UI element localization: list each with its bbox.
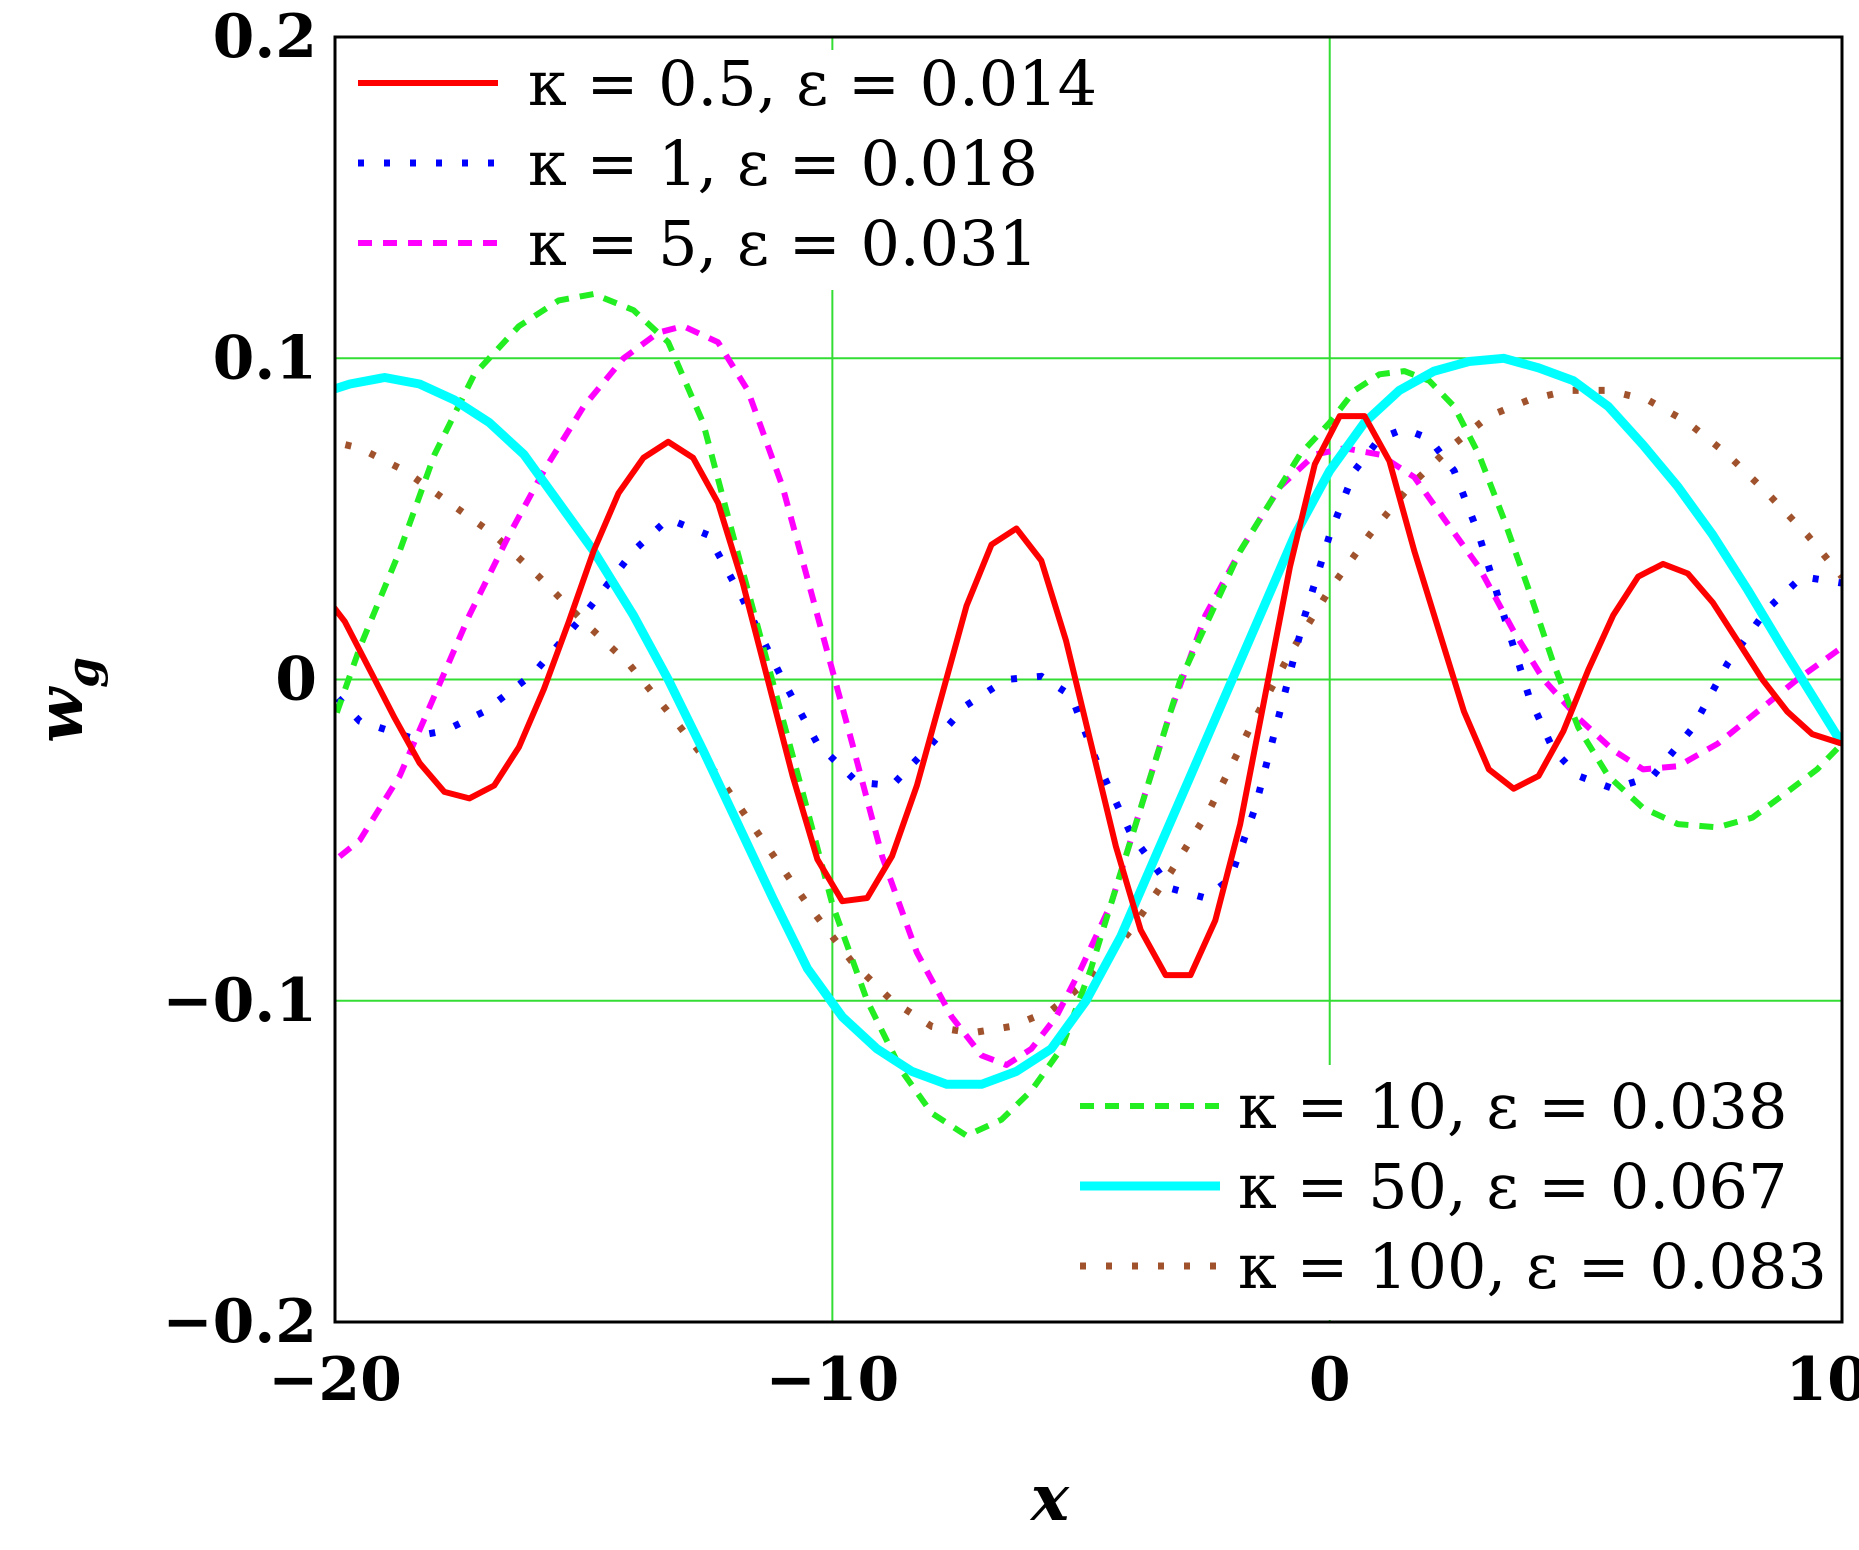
series-line-1 [335, 413, 1842, 979]
legend-bottom-right-background [1065, 1065, 1840, 1320]
y-tick-labels: 0.2 0.1 0 −0.1 −0.2 [162, 2, 317, 1357]
plot-frame [333, 35, 1844, 1324]
y-tick-label: 0 [275, 645, 317, 715]
x-tick-label: 0 [1309, 1345, 1351, 1415]
y-axis-label-main: w [23, 686, 98, 743]
x-tick-labels: −20 −10 0 10 [268, 1345, 1859, 1415]
legend-label: κ = 0.5, ε = 0.014 [528, 47, 1097, 120]
legend-label: κ = 5, ε = 0.031 [528, 207, 1038, 280]
legend-label: κ = 10, ε = 0.038 [1238, 1070, 1787, 1143]
legend-label: κ = 1, ε = 0.018 [528, 127, 1038, 200]
legend-label: κ = 50, ε = 0.067 [1238, 1150, 1787, 1223]
y-tick-label: −0.2 [162, 1287, 317, 1357]
legend-label: κ = 100, ε = 0.083 [1238, 1230, 1827, 1303]
legend-top-left-background [345, 50, 1115, 290]
series-line-5 [335, 353, 1842, 1089]
x-axis-label: x [1029, 1461, 1070, 1536]
svg-text:wg: wg [23, 657, 109, 743]
y-tick-label: −0.1 [162, 966, 317, 1036]
y-tick-label: 0.1 [213, 323, 317, 393]
x-tick-label: −10 [765, 1345, 899, 1415]
series-line-2 [335, 425, 1842, 902]
y-axis-label-subscript: g [58, 657, 109, 688]
x-tick-label: −20 [268, 1345, 402, 1415]
y-axis-label: wg [23, 657, 109, 743]
x-tick-label: 10 [1785, 1345, 1859, 1415]
y-tick-label: 0.2 [213, 2, 317, 72]
series-line-4 [335, 291, 1842, 1139]
series-lines [335, 291, 1842, 1139]
